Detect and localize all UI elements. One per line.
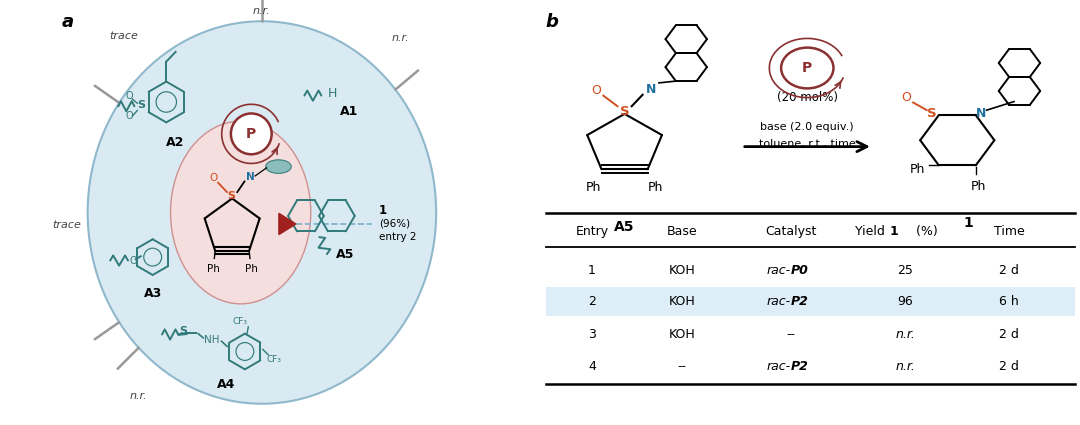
Text: CF₃: CF₃ — [232, 317, 247, 326]
Text: 2 d: 2 d — [999, 360, 1020, 373]
Text: O: O — [208, 173, 217, 184]
Text: KOH: KOH — [669, 328, 696, 341]
Text: 6 h: 6 h — [999, 295, 1018, 308]
Text: base (2.0 equiv.): base (2.0 equiv.) — [760, 122, 854, 133]
Text: A5: A5 — [336, 248, 354, 261]
Text: a: a — [63, 13, 75, 31]
Text: n.r.: n.r. — [895, 360, 916, 373]
Ellipse shape — [266, 160, 292, 173]
Text: 1: 1 — [889, 225, 897, 238]
Text: --: -- — [786, 328, 796, 341]
Text: (20 mol%): (20 mol%) — [777, 91, 838, 104]
Text: (96%): (96%) — [379, 218, 410, 228]
Text: S: S — [928, 107, 937, 119]
Text: A2: A2 — [165, 136, 184, 149]
Text: (%): (%) — [912, 225, 937, 238]
Ellipse shape — [171, 121, 311, 304]
Text: O: O — [901, 91, 910, 104]
Text: rac-: rac- — [767, 264, 791, 277]
Text: O: O — [125, 91, 133, 102]
Text: 2: 2 — [588, 295, 596, 308]
Text: H: H — [327, 87, 337, 100]
Text: Ph: Ph — [586, 181, 602, 194]
Text: P: P — [246, 127, 256, 141]
Text: trace: trace — [52, 220, 81, 230]
Text: trace: trace — [109, 31, 138, 41]
Text: CF₃: CF₃ — [267, 355, 281, 365]
Text: O: O — [591, 84, 602, 96]
Text: NH: NH — [204, 335, 219, 345]
Text: n.r.: n.r. — [895, 328, 916, 341]
Text: Base: Base — [666, 225, 698, 238]
Text: Ph: Ph — [909, 163, 926, 176]
Text: KOH: KOH — [669, 295, 696, 308]
Text: A1: A1 — [340, 105, 359, 118]
Text: N: N — [245, 172, 255, 182]
Text: N: N — [646, 83, 656, 96]
Text: 2 d: 2 d — [999, 264, 1020, 277]
Text: 3: 3 — [588, 328, 596, 341]
Text: entry 2: entry 2 — [379, 232, 416, 242]
Text: Ph: Ph — [648, 181, 663, 194]
Text: n.r.: n.r. — [253, 6, 271, 16]
Polygon shape — [279, 213, 296, 235]
Text: O: O — [125, 111, 133, 121]
Text: Ph: Ph — [245, 264, 258, 275]
Text: n.r.: n.r. — [130, 391, 148, 401]
Text: P2: P2 — [791, 360, 809, 373]
Text: A4: A4 — [217, 378, 235, 391]
Circle shape — [231, 113, 272, 154]
Text: N: N — [976, 107, 986, 119]
Text: 1: 1 — [379, 204, 387, 217]
Text: O: O — [130, 255, 137, 266]
Text: Catalyst: Catalyst — [766, 225, 816, 238]
Text: toluene, r.t., time: toluene, r.t., time — [759, 139, 855, 150]
Text: 2 d: 2 d — [999, 328, 1020, 341]
Text: b: b — [545, 13, 558, 31]
Text: S: S — [179, 326, 187, 337]
Text: S: S — [227, 191, 234, 201]
Text: P: P — [802, 61, 812, 75]
Text: 4: 4 — [588, 360, 596, 373]
Text: P0: P0 — [791, 264, 809, 277]
Text: P2: P2 — [791, 295, 809, 308]
Text: rac-: rac- — [767, 360, 791, 373]
Ellipse shape — [87, 21, 436, 404]
Text: Ph: Ph — [971, 180, 986, 193]
FancyBboxPatch shape — [545, 287, 1075, 316]
Text: 96: 96 — [897, 295, 914, 308]
Text: 1: 1 — [588, 264, 596, 277]
Text: S: S — [620, 105, 630, 118]
Text: A5: A5 — [615, 221, 635, 234]
Text: Yield: Yield — [855, 225, 889, 238]
Text: Time: Time — [994, 225, 1025, 238]
Text: 25: 25 — [897, 264, 914, 277]
Text: n.r.: n.r. — [391, 33, 409, 43]
Text: rac-: rac- — [767, 295, 791, 308]
Text: --: -- — [677, 360, 687, 373]
Text: 1: 1 — [963, 216, 973, 230]
Text: Ph: Ph — [206, 264, 219, 275]
Text: A3: A3 — [145, 287, 163, 300]
Circle shape — [781, 48, 834, 88]
Text: Entry: Entry — [576, 225, 608, 238]
Text: S: S — [137, 100, 146, 110]
Text: KOH: KOH — [669, 264, 696, 277]
